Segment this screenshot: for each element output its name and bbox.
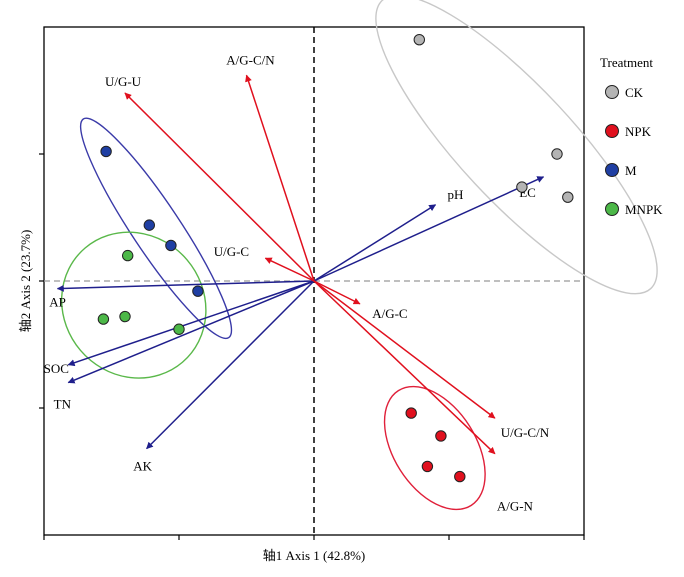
legend-label-mnpk: MNPK — [625, 202, 663, 217]
env-label-ak: AK — [133, 459, 152, 474]
point-m-1 — [100, 145, 112, 158]
env-label-ph: pH — [448, 187, 464, 202]
x-axis-title: 轴1 Axis 1 (42.8%) — [263, 548, 366, 563]
axis-ticks — [39, 153, 585, 540]
enzyme-arrow-a-g-n — [313, 280, 496, 455]
env-label-soc: SOC — [44, 361, 69, 376]
enzyme-label-a-g-c-n: A/G-C/N — [226, 52, 275, 67]
point-m-2 — [143, 219, 156, 231]
group-ellipses — [60, 0, 658, 511]
legend-label-npk: NPK — [625, 124, 652, 139]
point-mnpk-1 — [122, 249, 134, 262]
legend-label-ck: CK — [625, 85, 644, 100]
point-npk-2 — [435, 430, 447, 442]
sample-points — [97, 34, 574, 483]
enzyme-arrow-u-g-c — [264, 257, 315, 282]
enzyme-arrows: A/G-C/N U/G-U U/G-C A/G-C U/G-C/N A/G-N — [105, 52, 550, 513]
env-arrow-tn — [67, 280, 315, 384]
point-ck-2 — [551, 148, 563, 160]
point-npk-3 — [421, 460, 434, 473]
legend-label-m: M — [625, 163, 637, 178]
env-arrow-ak — [146, 280, 315, 450]
legend-swatch-mnpk — [605, 202, 619, 216]
ellipse-mnpk — [60, 231, 207, 379]
legend-title: Treatment — [600, 55, 653, 70]
legend: Treatment CK NPK M MNPK — [600, 55, 663, 217]
point-mnpk-4 — [173, 323, 185, 335]
point-npk-4 — [454, 470, 466, 483]
enzyme-arrow-u-g-c-n — [313, 280, 496, 419]
legend-swatch-ck — [605, 85, 619, 99]
env-label-ap: AP — [49, 295, 66, 310]
enzyme-label-u-g-u: U/G-U — [105, 74, 142, 89]
ellipse-npk — [383, 385, 486, 511]
enzyme-label-u-g-c: U/G-C — [214, 244, 249, 259]
point-mnpk-2 — [97, 313, 110, 325]
env-arrow-soc — [67, 280, 315, 367]
enzyme-label-a-g-n: A/G-N — [497, 499, 534, 514]
ellipse-m — [79, 117, 233, 340]
point-ck-3 — [516, 181, 528, 193]
ellipse-ck — [375, 0, 658, 295]
enzyme-arrow-a-g-c — [313, 280, 361, 305]
env-arrow-ph — [313, 204, 437, 282]
point-ck-4 — [562, 191, 574, 203]
legend-swatch-m — [605, 163, 619, 177]
point-ck-1 — [413, 34, 425, 46]
point-m-3 — [165, 239, 177, 252]
point-m-4 — [192, 285, 204, 297]
point-mnpk-3 — [119, 310, 131, 323]
enzyme-arrow-u-g-u — [124, 92, 315, 282]
y-axis-title: 轴2 Axis 2 (23.7%) — [18, 230, 33, 333]
env-label-tn: TN — [54, 397, 72, 412]
env-arrow-ec — [313, 176, 545, 282]
point-npk-1 — [405, 407, 417, 419]
env-arrow-ap — [56, 280, 315, 292]
enzyme-label-a-g-c: A/G-C — [372, 306, 407, 321]
enzyme-arrow-a-g-c-n — [245, 74, 315, 282]
enzyme-label-u-g-c-n: U/G-C/N — [501, 425, 550, 440]
legend-swatch-npk — [605, 124, 619, 138]
